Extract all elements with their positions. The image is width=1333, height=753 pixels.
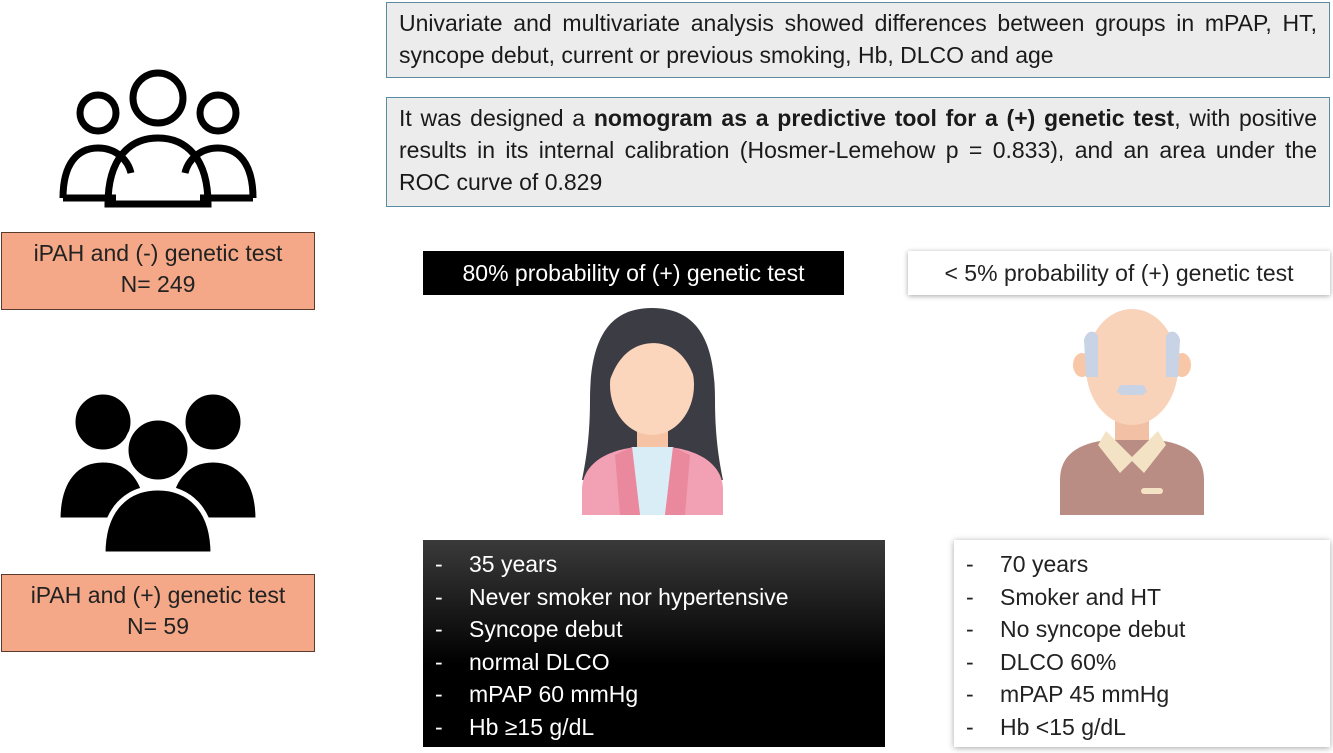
nomogram-text-prefix: It was designed a	[399, 105, 594, 131]
list-item: - mPAP 45 mmHg	[966, 681, 1170, 707]
elderly-man-avatar-icon	[1058, 305, 1206, 515]
high-probability-profile: -35 years - Never smoker nor hypertensive…	[423, 540, 885, 747]
low-probability-header: < 5% probability of (+) genetic test	[908, 251, 1330, 295]
nomogram-text-suffix: , with positive results in its internal …	[399, 105, 1317, 195]
negative-group-label: iPAH and (-) genetic test N= 249	[1, 232, 315, 310]
list-item: - Hb ≥15 g/dL	[435, 713, 595, 740]
list-item: - No syncope debut	[966, 616, 1186, 642]
list-item: - DLCO 60%	[966, 648, 1117, 675]
nomogram-summary-box: It was designed a nomogram as a predicti…	[386, 97, 1330, 207]
positive-group-label: iPAH and (+) genetic test N= 59	[1, 574, 315, 652]
list-item: -70 years	[966, 551, 1089, 577]
list-item: - Hb <15 g/dL	[966, 713, 1126, 740]
list-item: - Smoker and HT	[966, 583, 1162, 610]
negative-group-count: N= 249	[120, 271, 196, 297]
analysis-summary-box: Univariate and multivariate analysis sho…	[386, 2, 1330, 78]
list-item: - Never smoker nor hypertensive	[435, 583, 789, 610]
list-item: - mPAP 60 mmHg	[435, 681, 639, 707]
nomogram-text-bold: nomogram as a predictive tool for a (+) …	[593, 105, 1175, 131]
list-item: - Syncope debut	[435, 616, 623, 642]
negative-group-title: iPAH and (-) genetic test	[33, 240, 283, 266]
people-group-outline-icon	[58, 68, 258, 208]
young-woman-avatar-icon	[580, 305, 725, 515]
low-probability-profile: -70 years - Smoker and HT - No syncope deb…	[954, 540, 1330, 747]
high-probability-header: 80% probability of (+) genetic test	[423, 251, 844, 295]
list-item: -35 years	[435, 551, 558, 577]
positive-group-count: N= 59	[126, 613, 189, 639]
list-item: - normal DLCO	[435, 648, 610, 675]
positive-group-title: iPAH and (+) genetic test	[30, 582, 286, 608]
analysis-summary-text: Univariate and multivariate analysis sho…	[399, 10, 1317, 68]
people-group-filled-icon	[58, 390, 258, 555]
